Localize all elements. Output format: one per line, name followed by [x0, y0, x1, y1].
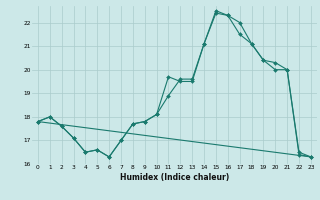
X-axis label: Humidex (Indice chaleur): Humidex (Indice chaleur) [120, 173, 229, 182]
